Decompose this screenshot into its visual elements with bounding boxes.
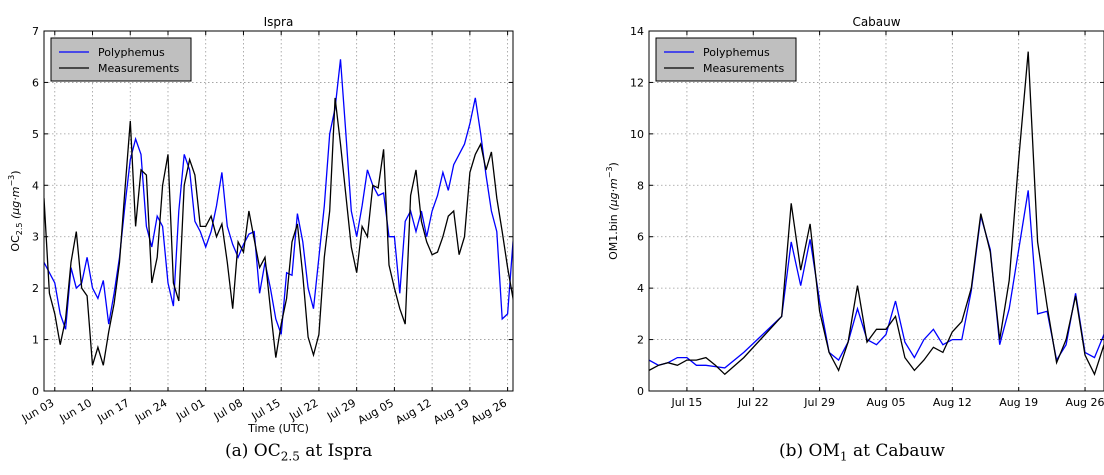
x-tick-label: Aug 12 xyxy=(933,396,972,409)
y-tick-label: 5 xyxy=(32,128,39,141)
y-axis-label-unit: (μg·m xyxy=(607,178,620,214)
legend-box xyxy=(50,37,192,82)
legend: Polyphemus Measurements xyxy=(655,37,797,82)
y-axis-label: OC2.5 (μg·m−3) xyxy=(7,170,24,251)
legend-box xyxy=(655,37,797,82)
y-axis-label-close: ) xyxy=(607,162,620,166)
chart-title: Ispra xyxy=(264,15,294,29)
plot-frame xyxy=(43,30,514,392)
caption-ispra: (a) OC2.5 at Ispra xyxy=(225,441,373,464)
y-axis-label-main: OM1.bin xyxy=(607,214,620,260)
x-axis-label: Time (UTC) xyxy=(247,422,309,435)
y-axis-label-sub: 2.5 xyxy=(15,223,24,236)
x-tick-label: Jul 15 xyxy=(249,396,283,423)
x-tick-label: Jun 24 xyxy=(132,396,169,425)
legend-label-polyphemus: Polyphemus xyxy=(98,46,165,59)
x-tick-label: Jul 22 xyxy=(286,396,320,423)
plot-frame xyxy=(648,30,1104,392)
x-tick-label: Jul 29 xyxy=(324,396,358,423)
legend: Polyphemus Measurements xyxy=(50,37,192,82)
x-tick-label: Jun 17 xyxy=(94,396,131,425)
x-tick-label: Jul 08 xyxy=(211,396,245,423)
legend-label-measurements: Measurements xyxy=(703,62,785,75)
y-tick-label: 1 xyxy=(32,334,39,347)
y-tick-label: 4 xyxy=(637,282,644,295)
y-axis-label-sup: −3 xyxy=(605,166,614,178)
y-axis-label: OM1.bin (μg·m−3) xyxy=(605,162,620,260)
y-tick-label: 3 xyxy=(32,231,39,244)
y-tick-label: 10 xyxy=(630,128,644,141)
legend-label-measurements: Measurements xyxy=(98,62,180,75)
y-tick-label: 14 xyxy=(630,25,644,38)
x-tick-label: Aug 26 xyxy=(469,396,509,427)
x-tick-label: Jul 22 xyxy=(737,396,769,409)
x-tick-label: Aug 19 xyxy=(999,396,1038,409)
series-line-polyphemus xyxy=(44,59,513,335)
y-tick-label: 2 xyxy=(637,334,644,347)
x-tick-label: Jul 29 xyxy=(803,396,835,409)
x-tick-label: Aug 19 xyxy=(431,396,471,427)
y-tick-label: 0 xyxy=(32,385,39,398)
y-tick-label: 12 xyxy=(630,76,644,89)
y-tick-label: 6 xyxy=(637,231,644,244)
x-tick-label: Jul 01 xyxy=(173,396,207,423)
y-axis-label-close: ) xyxy=(9,170,22,174)
legend-label-polyphemus: Polyphemus xyxy=(703,46,770,59)
y-tick-label: 0 xyxy=(637,385,644,398)
x-tick-label: Jul 15 xyxy=(671,396,703,409)
series-line-measurements xyxy=(44,97,513,366)
chart-cabauw: 0 2 4 6 8 10 12 14 Jul 15 Jul 22 Jul 29 Aug 05 Aug 1… xyxy=(605,15,1104,409)
y-tick-label: 8 xyxy=(637,179,644,192)
x-tick-label: Aug 05 xyxy=(866,396,905,409)
y-axis-label-main: OC xyxy=(9,235,22,252)
x-tick-label: Jun 03 xyxy=(19,396,56,425)
y-tick-label: 2 xyxy=(32,282,39,295)
y-tick-label: 7 xyxy=(32,25,39,38)
series-line-measurements xyxy=(649,51,1104,377)
y-tick-label: 6 xyxy=(32,76,39,89)
y-axis-label-unit: (μg·m xyxy=(9,187,22,223)
y-tick-label: 4 xyxy=(32,179,39,192)
x-tick-label: Jun 10 xyxy=(57,396,94,425)
x-tick-label: Aug 26 xyxy=(1066,396,1104,409)
x-tick-label: Aug 05 xyxy=(356,396,396,427)
chart-title: Cabauw xyxy=(852,15,900,29)
caption-cabauw: (b) OM1 at Cabauw xyxy=(779,441,945,464)
x-tick-label: Aug 12 xyxy=(393,396,433,427)
y-axis-label-sup: −3 xyxy=(7,175,16,187)
